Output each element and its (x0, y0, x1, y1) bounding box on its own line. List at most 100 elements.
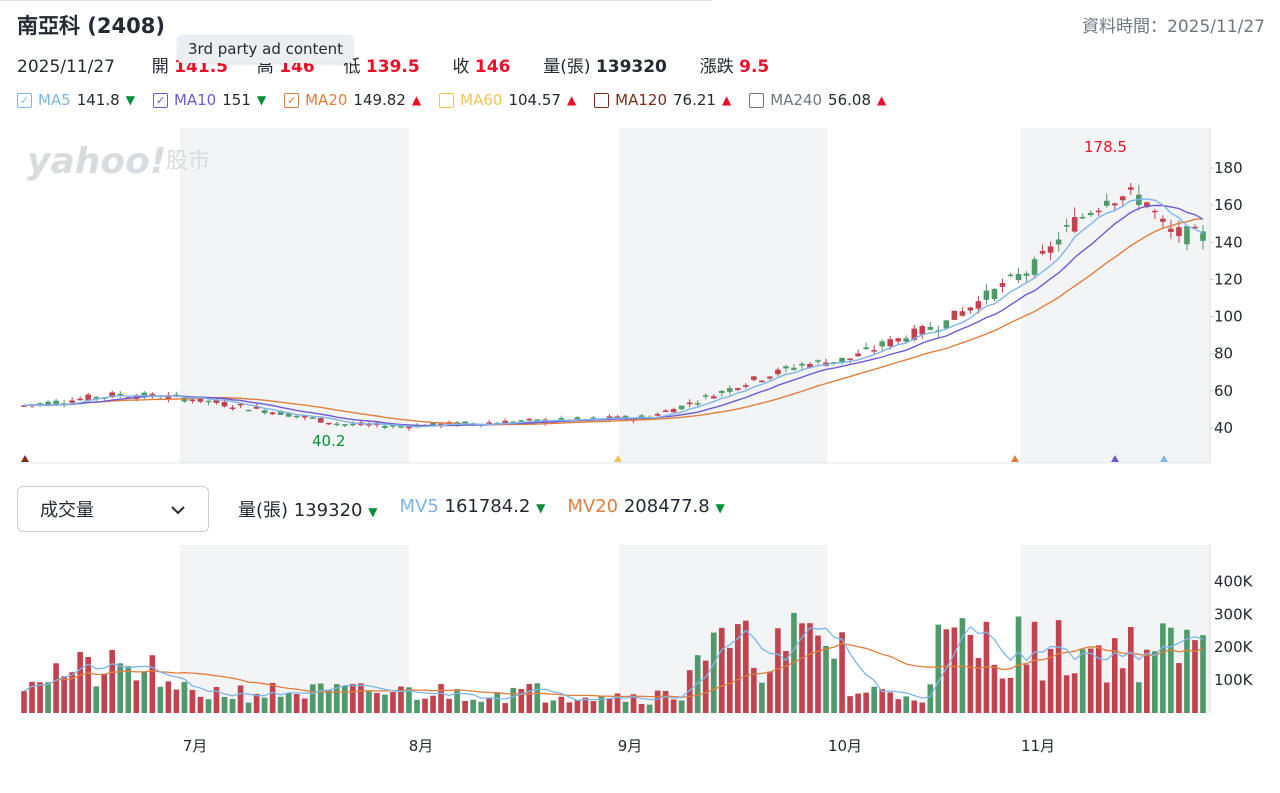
candle-body (807, 363, 813, 368)
candle-body (77, 398, 83, 401)
close-label: 收 (452, 57, 470, 77)
mv20-label: MV20 (567, 496, 619, 517)
candle-body (462, 421, 468, 424)
volume-bar (1128, 627, 1134, 713)
volume-bar (1031, 621, 1038, 713)
candle-body (815, 360, 821, 362)
volume-bar (317, 683, 324, 713)
volume-bar (574, 700, 581, 713)
volume-bar (293, 694, 300, 713)
volume-bar (1071, 673, 1078, 713)
volume-bar (606, 698, 613, 713)
volume-bar (759, 682, 765, 713)
checked-checkbox-icon[interactable]: ✓ (17, 92, 32, 108)
volume-bar (871, 686, 877, 713)
volume-bar (189, 689, 196, 713)
candle-body (678, 405, 685, 410)
volume-bar (735, 624, 741, 713)
checkbox-icon[interactable] (594, 92, 610, 108)
min-price-label: 40.2 (312, 432, 345, 450)
volume-bar (261, 697, 268, 713)
volume-bar (446, 698, 452, 713)
candle-body (93, 396, 99, 399)
ad-tooltip: 3rd party ad content (178, 35, 354, 63)
change-value: 9.5 (739, 57, 770, 77)
ma-legend-item[interactable]: MA60 104.57 ▲ (439, 91, 576, 109)
volume-bar (253, 693, 260, 713)
volume-bar (783, 651, 789, 713)
volume-bar (478, 701, 484, 713)
volume-bar (630, 694, 637, 713)
volume-bar (149, 655, 156, 713)
volume-bar (502, 703, 509, 713)
candle-body (317, 418, 324, 423)
volume-bar (582, 697, 589, 713)
volume-bar (109, 649, 116, 713)
candle-body (518, 420, 525, 422)
indicator-select-label: 成交量 (40, 500, 94, 521)
candle-body (205, 400, 212, 403)
candle-body (197, 396, 204, 402)
month-label: 11月 (1021, 737, 1055, 755)
volume-bar (165, 681, 172, 713)
quote-summary: 2025/11/27 開 141.5 高 146 低 139.5 收 146 量… (17, 52, 769, 77)
volume-bar (791, 612, 797, 713)
ma-legend-item[interactable]: MA240 56.08 ▲ (749, 91, 886, 109)
mv20-line (23, 642, 1204, 698)
volume-bar (646, 704, 653, 713)
mv5-down-icon: ▼ (536, 501, 546, 515)
volume-bar (1055, 620, 1062, 713)
ma-legend: ✓ MA5 141.8 ▼ ✓ MA10 151 ▼ ✓ MA20 149.82 ▲ MA60 104.5… (17, 91, 886, 109)
volume-bar (101, 673, 108, 713)
candle-body (1160, 218, 1166, 222)
mv5-value: 161784.2 (444, 496, 531, 517)
candle-body (991, 288, 998, 300)
candle-body (1192, 226, 1198, 229)
checked-checkbox-icon[interactable]: ✓ (284, 92, 300, 108)
volume-bar (462, 700, 468, 713)
candle-body (686, 402, 693, 405)
ma-value: 56.08 (828, 91, 871, 109)
candle-body (1184, 226, 1190, 245)
candle-body (959, 311, 966, 316)
checkbox-icon[interactable] (439, 92, 455, 108)
volume-bar (1063, 675, 1070, 713)
mv20-down-icon: ▼ (715, 501, 725, 515)
ma-legend-item[interactable]: MA120 76.21 ▲ (594, 91, 731, 109)
candle-body (855, 353, 861, 357)
ma-value: 104.57 (508, 91, 561, 109)
candle-body (141, 392, 148, 398)
ma-legend-item[interactable]: ✓ MA10 151 ▼ (152, 91, 266, 109)
y-tick-label: 60 (1214, 382, 1233, 400)
volume-bar (823, 646, 829, 713)
volume-bar (69, 672, 75, 713)
volume-bar (1111, 638, 1118, 713)
ma-legend-item[interactable]: ✓ MA5 141.8 ▼ (17, 91, 135, 109)
up-triangle-icon: ▲ (877, 93, 887, 107)
y-tick-label: 300K (1214, 605, 1254, 623)
volume-bar (638, 704, 645, 713)
indicator-select[interactable]: 成交量 (17, 486, 209, 532)
checked-checkbox-icon[interactable]: ✓ (152, 92, 168, 108)
volume-bar (61, 676, 67, 713)
candle-body (702, 395, 709, 397)
checkbox-icon[interactable] (749, 92, 765, 108)
ma-name: MA20 (305, 91, 348, 109)
ma-legend-item[interactable]: ✓ MA20 149.82 ▲ (284, 91, 421, 109)
up-triangle-icon: ▲ (721, 93, 732, 107)
volume-bar (510, 687, 517, 713)
candle-body (117, 393, 124, 396)
candle-body (269, 412, 276, 415)
candle-body (863, 347, 869, 350)
ma-value: 141.8 (76, 91, 120, 109)
volume-bar (999, 678, 1006, 713)
volume-bar (454, 689, 460, 713)
volume-bar (654, 690, 661, 713)
month-label: 7月 (183, 737, 208, 755)
candle-body (1103, 200, 1110, 206)
candle-body (1063, 225, 1070, 227)
mv20-value: 208477.8 (623, 496, 710, 517)
candle-body (943, 320, 950, 329)
candle-body (1111, 203, 1118, 206)
volume-bar (93, 686, 99, 713)
